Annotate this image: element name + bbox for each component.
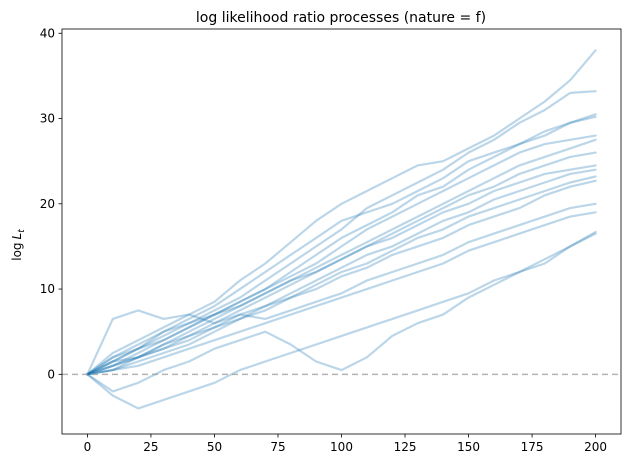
y-tick-label: 40 — [40, 26, 55, 40]
series-line-6 — [86, 138, 597, 376]
series-line-12 — [86, 202, 597, 376]
x-tick-label: 100 — [330, 440, 353, 454]
x-tick-label: 25 — [143, 440, 158, 454]
series-lines — [86, 49, 597, 410]
series-line-4 — [86, 115, 597, 376]
x-tick-label: 125 — [394, 440, 417, 454]
y-axis-label: log Lt — [10, 229, 27, 261]
y-axis-label-symbol: L — [10, 233, 24, 240]
y-axis-label-subscript: t — [17, 229, 27, 233]
y-tick-label: 0 — [47, 367, 55, 381]
x-tick-label: 150 — [457, 440, 480, 454]
y-tick-label: 20 — [40, 197, 55, 211]
series-line-11 — [86, 179, 597, 376]
series-line-1 — [86, 49, 597, 376]
series-line-8 — [86, 164, 597, 376]
y-tick-label: 30 — [40, 112, 55, 126]
plot-area — [62, 49, 621, 410]
y-axis-label-log: log — [10, 242, 24, 260]
series-line-2 — [86, 90, 597, 376]
x-tick-label: 0 — [84, 440, 92, 454]
series-line-14 — [86, 230, 597, 410]
x-tick-label: 175 — [521, 440, 544, 454]
series-line-9 — [86, 168, 597, 376]
series-line-13 — [86, 211, 597, 376]
x-tick-label: 50 — [207, 440, 222, 454]
y-tick-label: 10 — [40, 282, 55, 296]
series-line-3 — [86, 113, 597, 376]
series-line-15 — [86, 232, 597, 393]
series-line-10 — [86, 175, 597, 376]
series-line-5 — [86, 134, 597, 376]
x-tick-label: 75 — [270, 440, 285, 454]
chart-title: log likelihood ratio processes (nature =… — [196, 10, 486, 26]
x-tick-label: 200 — [584, 440, 607, 454]
series-line-7 — [86, 151, 597, 376]
axes: 0 25 50 75 100 125 150 175 200 0 10 20 30 40 — [40, 26, 622, 454]
